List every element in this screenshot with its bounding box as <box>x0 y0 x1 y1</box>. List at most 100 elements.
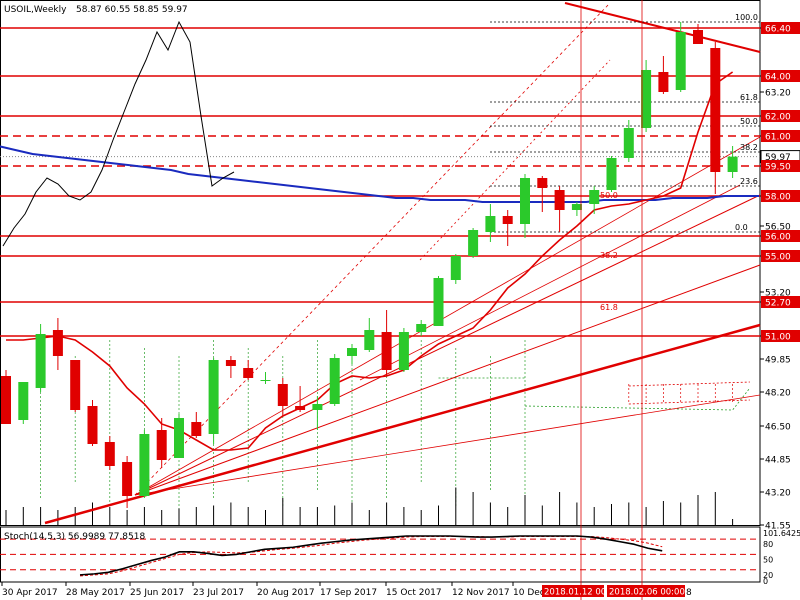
candle-up <box>416 324 427 332</box>
price-tick-label: 46.50 <box>765 423 791 433</box>
candle-up <box>347 348 357 356</box>
price-tick-label: 43.20 <box>765 489 791 499</box>
price-tick-label: 53.20 <box>765 289 791 299</box>
price-level-tag <box>761 190 800 202</box>
price-tick-label: 64.00 <box>765 73 791 83</box>
price-tick-label: 63.20 <box>765 89 791 99</box>
candle-down <box>191 422 202 436</box>
fib-level-label: 50.0 <box>740 117 758 126</box>
moving-averages <box>0 20 760 451</box>
stochastic-panel: 101.6425 80 50 200 <box>0 529 800 586</box>
candle-up <box>520 178 530 224</box>
candle-down <box>554 190 565 210</box>
fib-level-label: 38.2 <box>740 143 758 152</box>
candle-up <box>433 278 444 326</box>
candle-down <box>381 332 392 370</box>
price-level-tag <box>761 130 800 142</box>
price-tick-label: 56.00 <box>765 233 791 243</box>
trend-line <box>134 264 761 496</box>
price-tick-label: 62.00 <box>765 113 791 123</box>
time-axis-label: 10 Dec <box>513 588 545 598</box>
candle-up <box>589 190 600 204</box>
candle-up <box>675 32 686 90</box>
trend-line <box>134 394 761 496</box>
price-tick-label: 66.40 <box>765 25 791 35</box>
candle-down <box>87 406 98 444</box>
candle-down <box>658 72 669 92</box>
fib-level-label: 100.0 <box>735 13 758 22</box>
cursor-time-tag <box>607 585 685 597</box>
downtrend-line <box>564 2 761 53</box>
price-tick-label: 59.50 <box>765 163 791 173</box>
symbol-label: USOIL,Weekly <box>4 5 67 15</box>
candle-up <box>623 128 634 158</box>
candle-up <box>485 216 496 232</box>
time-axis-label: 30 Apr 2017 <box>2 588 58 598</box>
price-tick-label: 58.00 <box>765 193 791 203</box>
candle-down <box>502 216 513 224</box>
candlesticks <box>1 22 738 508</box>
price-tick-label: 48.20 <box>765 389 791 399</box>
price-tick-label: 49.85 <box>765 356 791 366</box>
price-tick-label: 44.85 <box>765 456 791 466</box>
price-level-tag <box>761 330 800 342</box>
time-axis-label: 28 May 2017 <box>66 588 125 598</box>
price-level-tag <box>761 250 800 262</box>
price-tick-label: 52.70 <box>765 299 791 309</box>
fib-level-label: 23.6 <box>740 177 758 186</box>
time-axis-label: 23 Jul 2017 <box>193 588 244 598</box>
candle-up <box>571 204 582 210</box>
candle-down <box>104 442 115 466</box>
candle-up <box>312 404 323 410</box>
candle-down <box>156 430 167 460</box>
cursor-time-tag <box>542 585 604 597</box>
ma-blue-line <box>0 145 760 203</box>
time-axis-label: 20 Aug 2017 <box>257 588 315 598</box>
cursor-time-label: 2018.02.06 00:00 <box>609 588 685 598</box>
candle-down <box>70 360 81 410</box>
price-level-tag <box>761 230 800 242</box>
price-level-tag <box>761 160 800 172</box>
candle-up <box>260 380 271 381</box>
time-axis-label: 25 Jun 2017 <box>130 588 184 598</box>
candle-up <box>18 382 29 420</box>
candle-down <box>693 30 703 44</box>
stoch-tick-label: 50 <box>763 555 773 564</box>
fan-label: 61.8 <box>600 303 618 312</box>
candle-down <box>277 384 288 406</box>
cursor-time-label: 2018.01.12 00 <box>544 588 606 598</box>
candle-down <box>537 178 548 188</box>
trend-line <box>419 59 611 261</box>
candle-up <box>727 156 738 172</box>
price-level-tag <box>761 70 800 82</box>
candle-up <box>208 360 219 434</box>
candle-up <box>139 434 150 496</box>
black-line <box>2 20 235 247</box>
time-axis-label: 12 Nov 2017 <box>452 588 510 598</box>
fan-label: 50.0 <box>600 191 618 200</box>
trend-lines <box>44 2 761 525</box>
stoch-tick-label: 101.6425 <box>763 529 800 538</box>
candle-up <box>35 334 46 388</box>
candle-up <box>174 418 184 458</box>
trend-line <box>134 136 761 496</box>
candle-up <box>468 230 479 256</box>
candle-up <box>364 330 375 350</box>
price-level-tag <box>761 296 800 308</box>
price-tick-label: 56.50 <box>765 223 791 233</box>
time-axis-label: 15 Oct 2017 <box>386 588 442 598</box>
trend-line <box>134 194 761 496</box>
candle-down <box>295 406 306 410</box>
trend-line <box>359 184 741 381</box>
candle-up <box>606 158 617 190</box>
price-tick-label: 51.00 <box>765 333 791 343</box>
price-level-tag <box>761 110 800 122</box>
candle-up <box>641 70 652 128</box>
price-tick-label: 55.00 <box>765 253 791 263</box>
fib-level-label: 61.8 <box>740 93 758 102</box>
price-tick-label: 61.00 <box>765 133 791 143</box>
candle-up <box>450 256 461 280</box>
cloud-edge-red <box>628 381 750 405</box>
